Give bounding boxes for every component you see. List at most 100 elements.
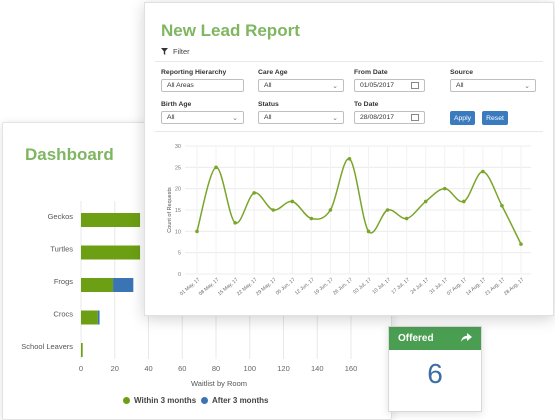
legend-within: Within 3 months (123, 396, 196, 405)
line-point (252, 191, 256, 195)
filter-label: Filter (173, 47, 190, 56)
line-point (481, 169, 485, 174)
chevron-down-icon: ⌄ (524, 82, 530, 90)
bar-category-label: Turtles (50, 245, 73, 254)
offered-card[interactable]: Offered 6 (388, 326, 482, 412)
bar-category-label: Geckos (48, 212, 74, 221)
legend-within-label: Within 3 months (134, 396, 197, 405)
reset-button[interactable]: Reset (482, 111, 508, 125)
status-label: Status (258, 101, 279, 108)
line-point (271, 208, 276, 212)
bar-within (81, 278, 114, 292)
care-age-select[interactable]: All ⌄ (258, 79, 344, 92)
calendar-icon[interactable] (411, 82, 419, 89)
filter-icon (161, 48, 168, 55)
line-x-tick-label: 12 Jun, 17 (294, 277, 316, 297)
new-lead-report-panel: New Lead Report Filter Reporting Hierarc… (144, 2, 554, 316)
bar-x-tick-label: 20 (111, 364, 119, 373)
offered-title: Offered (398, 333, 434, 344)
share-arrow-icon[interactable] (461, 332, 472, 345)
birth-age-label: Birth Age (161, 101, 192, 108)
line-x-tick-label: 10 Jul, 17 (371, 277, 392, 296)
line-point (462, 199, 466, 204)
bar-x-tick-label: 0 (79, 364, 83, 373)
bar-x-tick-label: 40 (144, 364, 152, 373)
legend-within-swatch (123, 397, 130, 404)
line-x-tick-label: 26 Jun, 17 (332, 277, 354, 297)
divider (155, 61, 543, 62)
reporting-hierarchy-label: Reporting Hierarchy (161, 69, 227, 76)
line-y-tick-label: 15 (175, 208, 181, 214)
bar-x-tick-label: 100 (243, 364, 256, 373)
line-point (328, 208, 333, 212)
line-x-tick-label: 24 Jul, 17 (410, 277, 431, 296)
line-x-tick-label: 05 Jun, 17 (275, 277, 297, 297)
from-date-value: 01/05/2017 (360, 82, 395, 89)
apply-button[interactable]: Apply (450, 111, 475, 125)
line-x-tick-label: 17 Jul, 17 (390, 277, 411, 296)
bar-within (81, 310, 98, 325)
birth-age-select[interactable]: All ⌄ (161, 111, 244, 124)
line-x-tick-label: 29 May, 17 (255, 277, 278, 297)
dashboard-title: Dashboard (25, 145, 114, 164)
line-point (233, 221, 237, 225)
line-y-tick-label: 5 (178, 251, 181, 257)
line-point (309, 216, 314, 221)
bar-x-tick-label: 160 (345, 364, 358, 373)
to-date-label: To Date (354, 101, 379, 108)
bar-x-tick-label: 140 (311, 364, 324, 373)
chevron-down-icon: ⌄ (332, 114, 338, 122)
chevron-down-icon: ⌄ (332, 82, 338, 90)
offered-count: 6 (427, 358, 443, 389)
line-point (404, 216, 409, 221)
line-x-tick-label: 03 Jul, 17 (352, 277, 373, 296)
bar-within (81, 343, 83, 357)
bar-category-label: School Leavers (21, 342, 73, 351)
legend-after-label: After 3 months (212, 396, 269, 405)
status-select[interactable]: All ⌄ (258, 111, 344, 124)
bar-after (97, 310, 100, 325)
reporting-hierarchy-input[interactable]: All Areas (161, 79, 244, 92)
bar-within (81, 213, 141, 227)
line-y-axis-title: Count of Requests (167, 187, 173, 233)
line-point (423, 199, 428, 204)
bar-x-tick-label: 80 (212, 364, 220, 373)
to-date-input[interactable]: 28/08/2017 (354, 111, 425, 124)
bar-x-tick-label: 60 (178, 364, 186, 373)
waitlist-bar-chart: 0 20 40 60 80 100 120 140 160GeckosTurtlesFrogsC… (21, 201, 358, 373)
line-y-tick-label: 0 (178, 272, 181, 278)
line-x-tick-label: 14 Aug, 17 (465, 277, 487, 297)
from-date-label: From Date (354, 69, 388, 76)
bar-category-label: Frogs (54, 277, 73, 286)
source-select[interactable]: All ⌄ (450, 79, 536, 92)
line-x-tick-label: 28 Aug, 17 (503, 277, 525, 297)
source-value: All (456, 82, 464, 89)
chevron-down-icon: ⌄ (232, 114, 238, 122)
filter-toggle[interactable]: Filter (161, 47, 190, 56)
from-date-input[interactable]: 01/05/2017 (354, 79, 425, 92)
to-date-value: 28/08/2017 (360, 114, 395, 121)
line-point (442, 186, 447, 191)
offered-header: Offered (389, 327, 481, 350)
reporting-hierarchy-value: All Areas (167, 82, 194, 89)
report-title: New Lead Report (161, 21, 300, 40)
line-point (290, 199, 295, 204)
divider (155, 131, 543, 132)
bar-x-tick-label: 120 (277, 364, 290, 373)
line-point (385, 208, 390, 212)
bar-category-label: Crocs (53, 310, 73, 319)
line-y-tick-label: 10 (175, 229, 181, 235)
line-y-tick-label: 20 (175, 187, 181, 193)
line-x-tick-label: 07 Aug, 17 (446, 277, 468, 297)
line-point (519, 242, 523, 246)
bar-within (81, 245, 141, 260)
line-point (366, 229, 371, 234)
care-age-value: All (264, 82, 272, 89)
calendar-icon[interactable] (411, 114, 419, 121)
line-point (347, 157, 352, 161)
birth-age-value: All (167, 114, 175, 121)
line-point (500, 203, 504, 208)
line-y-tick-label: 25 (175, 165, 181, 171)
care-age-label: Care Age (258, 69, 288, 76)
